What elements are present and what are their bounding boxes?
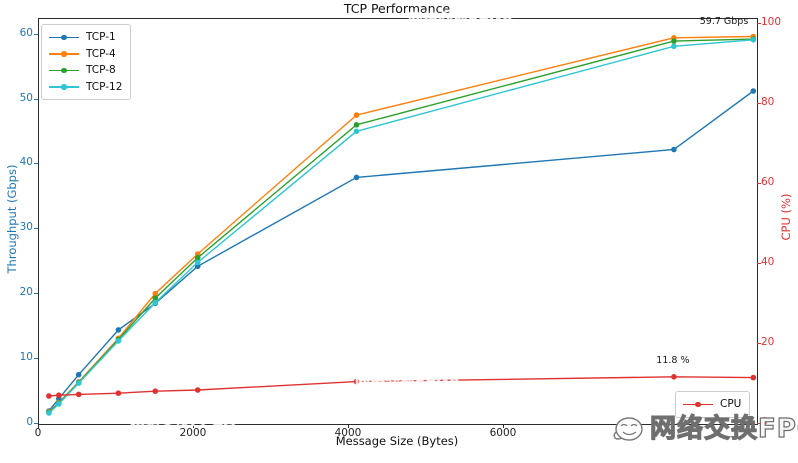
right-y-tick-mark	[757, 103, 761, 104]
legend-throughput: TCP-1 TCP-4 TCP-8 TCP-12	[41, 24, 132, 100]
data-point-tcp-1	[75, 371, 82, 378]
right-y-tick-mark	[757, 423, 761, 424]
legend-item-tcp-1: TCP-1	[49, 29, 122, 46]
data-point-tcp-1	[671, 146, 677, 153]
right-y-tick-mark	[757, 263, 761, 264]
series-line-tcp-1	[48, 90, 754, 412]
data-point-cpu	[194, 387, 201, 393]
x-tick-mark	[38, 424, 39, 428]
right-y-tick-label: 40	[761, 256, 775, 268]
series-line-tcp-4	[48, 35, 754, 413]
right-y-tick-label: 0	[761, 416, 768, 428]
left-y-tick-mark	[34, 98, 38, 100]
x-tick-mark	[348, 424, 349, 428]
right-y-tick-mark	[757, 183, 761, 184]
left-y-tick-label: 30	[19, 221, 33, 234]
right-y-tick-label: 100	[761, 16, 782, 28]
left-y-tick-label: 50	[19, 91, 33, 104]
right-y-tick-mark	[757, 343, 761, 344]
data-point-tcp-12	[75, 380, 82, 386]
data-point-tcp-4	[152, 290, 159, 297]
left-y-tick-mark	[34, 358, 38, 360]
data-point-tcp-12	[46, 410, 52, 416]
data-point-tcp-1	[115, 327, 122, 333]
data-point-cpu	[56, 392, 62, 399]
data-point-tcp-12	[671, 43, 677, 50]
left-y-tick-label: 0	[26, 416, 33, 428]
x-tick-mark	[503, 424, 504, 428]
legend-cpu: CPU	[675, 391, 751, 418]
chart-canvas	[46, 33, 757, 416]
right-y-tick-label: 20	[761, 336, 775, 348]
data-point-tcp-12	[194, 259, 201, 266]
data-point-cpu	[46, 393, 52, 399]
data-point-tcp-12	[56, 401, 62, 407]
legend-label: CPU	[720, 398, 742, 411]
data-point-tcp-12	[353, 128, 360, 135]
data-point-cpu	[671, 374, 677, 380]
legend-item-tcp-12: TCP-12	[49, 79, 122, 96]
legend-item-tcp-4: TCP-4	[49, 46, 122, 63]
right-y-axis-label: CPU (%)	[779, 193, 793, 241]
x-axis-label: Message Size (Bytes)	[335, 434, 459, 448]
data-point-tcp-12	[152, 299, 159, 306]
left-y-tick-mark	[34, 423, 38, 424]
chart-title: TCP Performance	[343, 1, 451, 16]
left-y-tick-label: 10	[19, 351, 33, 364]
left-y-tick-mark	[34, 33, 38, 35]
right-y-tick-label: 60	[761, 176, 775, 188]
data-point-tcp-8	[152, 295, 159, 301]
left-y-tick-label: 20	[19, 286, 33, 299]
legend-sample-line	[49, 65, 79, 75]
left-y-tick-label: 60	[19, 26, 33, 39]
legend-label: TCP-8	[86, 64, 116, 77]
legend-label: TCP-12	[86, 80, 123, 93]
legend-item-cpu: CPU	[683, 396, 741, 413]
data-point-cpu	[115, 390, 122, 397]
left-y-tick-label: 40	[19, 156, 33, 169]
x-tick-label: 4000	[334, 427, 362, 439]
left-y-tick-mark	[34, 228, 38, 230]
data-point-tcp-12	[115, 338, 122, 344]
data-point-tcp-1	[194, 263, 201, 270]
data-point-cpu	[75, 391, 82, 398]
data-point-tcp-8	[353, 122, 360, 128]
legend-label: TCP-1	[86, 31, 116, 44]
x-tick-label: 2000	[179, 427, 207, 439]
legend-item-tcp-8: TCP-8	[49, 62, 122, 79]
legend-sample-line	[683, 399, 713, 409]
legend-sample-line	[49, 49, 79, 59]
series-line-tcp-8	[48, 38, 754, 413]
data-point-tcp-8	[194, 255, 201, 261]
legend-label: TCP-4	[86, 47, 116, 60]
right-y-tick-mark	[757, 23, 761, 24]
data-point-cpu	[152, 388, 159, 395]
x-tick-mark	[193, 424, 194, 428]
data-point-tcp-4	[353, 112, 360, 118]
data-point-tcp-8	[671, 38, 677, 44]
left-y-tick-mark	[34, 163, 38, 165]
series-line-tcp-12	[48, 39, 754, 414]
annotation: 59.7 Gbps	[699, 15, 749, 27]
legend-sample-line	[49, 32, 79, 42]
legend-sample-line	[49, 82, 79, 92]
left-y-tick-mark	[34, 293, 38, 295]
data-point-tcp-1	[353, 174, 360, 181]
x-tick-label: 0	[34, 427, 42, 439]
right-y-tick-label: 80	[761, 96, 775, 108]
annotation: 11.8 %	[656, 354, 690, 366]
data-point-tcp-12	[750, 37, 757, 43]
data-point-cpu	[750, 374, 757, 381]
left-y-axis-label: Throughput (Gbps)	[5, 164, 19, 274]
x-tick-label: 6000	[489, 427, 517, 439]
data-point-cpu	[353, 378, 360, 385]
data-point-tcp-1	[750, 88, 757, 94]
plot-area	[38, 18, 758, 425]
